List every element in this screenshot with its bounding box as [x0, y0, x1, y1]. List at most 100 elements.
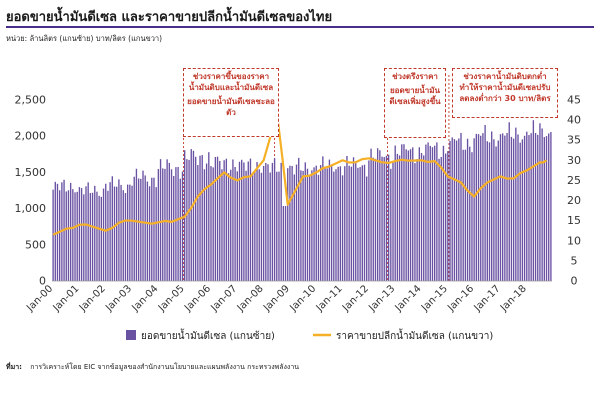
sales-bar: [118, 179, 120, 281]
x-tick-label: Jan-15: [419, 283, 450, 314]
sales-bar: [74, 192, 76, 281]
sales-bar: [488, 142, 491, 281]
y-left-tick-label: 2,500: [15, 94, 47, 107]
callout-price-freeze: ช่วงตรึงราคา ยอดขายน้ำมันดีเซลเพิ่มสูงขึ…: [384, 68, 446, 138]
sales-bar: [80, 188, 83, 281]
sales-bar: [89, 193, 92, 281]
sales-bar: [124, 193, 127, 281]
y-left-tick-label: 1,500: [15, 166, 47, 179]
sales-bar: [157, 169, 160, 281]
sales-bar: [203, 169, 206, 281]
sales-bar: [348, 165, 350, 281]
sales-bar: [480, 135, 482, 281]
sales-bar: [262, 165, 265, 281]
sales-bar: [431, 147, 434, 281]
price-line: [52, 111, 548, 236]
sales-bar: [287, 168, 289, 281]
sales-bar: [534, 133, 537, 281]
sales-bar: [94, 185, 96, 281]
sales-bar: [387, 154, 390, 281]
sales-bar: [105, 183, 107, 281]
sales-bar: [405, 149, 407, 281]
sales-bar: [311, 170, 313, 281]
y-right-tick-label: 25: [567, 174, 581, 187]
y-left-tick-label: 2,000: [15, 130, 47, 143]
sales-bar: [315, 165, 317, 281]
sales-bar: [219, 160, 221, 281]
sales-bar: [341, 175, 344, 281]
sales-bar: [539, 123, 541, 282]
sales-bar: [164, 168, 166, 281]
sales-bar: [506, 133, 508, 281]
sales-bar: [223, 160, 225, 281]
sales-bar: [284, 205, 287, 281]
sales-bar: [186, 159, 188, 281]
sales-bar: [78, 187, 81, 281]
y-right-tick-label: 35: [567, 134, 581, 147]
legend-label-price: ราคาขายปลีกน้ำมันดีเซล (แกนขวา): [336, 328, 493, 342]
sales-bar: [201, 155, 203, 281]
sales-bar: [409, 149, 412, 281]
sales-bar: [392, 162, 394, 281]
x-tick-label: Jan-17: [472, 283, 503, 314]
sales-bar: [381, 156, 383, 281]
sales-bar: [319, 165, 322, 281]
x-tick-label: Jan-02: [77, 283, 108, 314]
sales-bar: [433, 145, 436, 281]
x-tick-label: Jan-11: [314, 283, 345, 314]
sales-bar: [471, 152, 473, 281]
sales-bar: [370, 148, 372, 281]
sales-bar: [188, 159, 190, 281]
sales-bar: [379, 150, 381, 281]
sales-bar: [385, 155, 388, 281]
sales-bar: [346, 156, 348, 281]
sales-bar: [280, 162, 282, 281]
y-right-tick-label: 10: [567, 234, 581, 247]
sales-bar: [541, 128, 543, 281]
sales-bar: [230, 169, 232, 281]
sales-bar: [420, 152, 423, 281]
sales-bar: [98, 195, 100, 281]
source-label: ที่มา:: [6, 363, 22, 371]
sales-bar: [512, 138, 515, 281]
sales-bar: [267, 164, 269, 281]
sales-bar: [175, 167, 177, 281]
sales-bar: [170, 169, 173, 281]
sales-bar: [216, 156, 219, 281]
sales-bar: [453, 139, 456, 281]
sales-bar: [462, 149, 464, 281]
sales-bar: [383, 157, 385, 281]
sales-bar: [414, 163, 416, 281]
sales-bar: [376, 148, 379, 281]
sales-bar: [523, 135, 526, 281]
sales-bar: [54, 181, 56, 281]
source-note: ที่มา: การวิเคราะห์โดย EIC จากข้อมูลของส…: [6, 362, 299, 373]
callout-oil-price-drop: ช่วงราคาน้ำมันดิบตกต่ำทำให้ราคาน้ำมันดีเ…: [452, 68, 558, 118]
sales-bar: [181, 171, 184, 281]
callout-sales-slowdown-text: ยอดขายน้ำมันดีเซลชะลอตัว: [187, 97, 275, 117]
sales-bar: [466, 138, 469, 281]
x-tick-label: Jan-10: [287, 283, 318, 314]
x-tick-label: Jan-07: [208, 283, 239, 314]
sales-bar: [107, 190, 109, 281]
sales-bar: [162, 168, 164, 281]
sales-bar: [199, 155, 201, 281]
sales-bar: [335, 169, 337, 281]
sales-bar: [76, 191, 78, 281]
sales-bar: [469, 146, 471, 281]
x-tick-label: Jan-12: [340, 283, 371, 314]
sales-bar: [447, 151, 449, 281]
y-left-tick-label: 1,000: [15, 202, 47, 215]
sales-bar: [100, 196, 103, 281]
callout-price-rise: ช่วงราคาขึ้นของราคาน้ำมันดิบและน้ำมันดีเ…: [183, 68, 279, 137]
y-right-tick-label: 5: [571, 254, 578, 267]
sales-bar: [361, 165, 363, 281]
sales-bar: [403, 144, 405, 281]
sales-bar: [179, 178, 181, 281]
sales-bar: [241, 159, 243, 281]
sales-bar: [142, 170, 144, 281]
sales-bar: [475, 133, 478, 281]
sales-bar: [491, 131, 493, 281]
sales-bar: [366, 176, 368, 281]
